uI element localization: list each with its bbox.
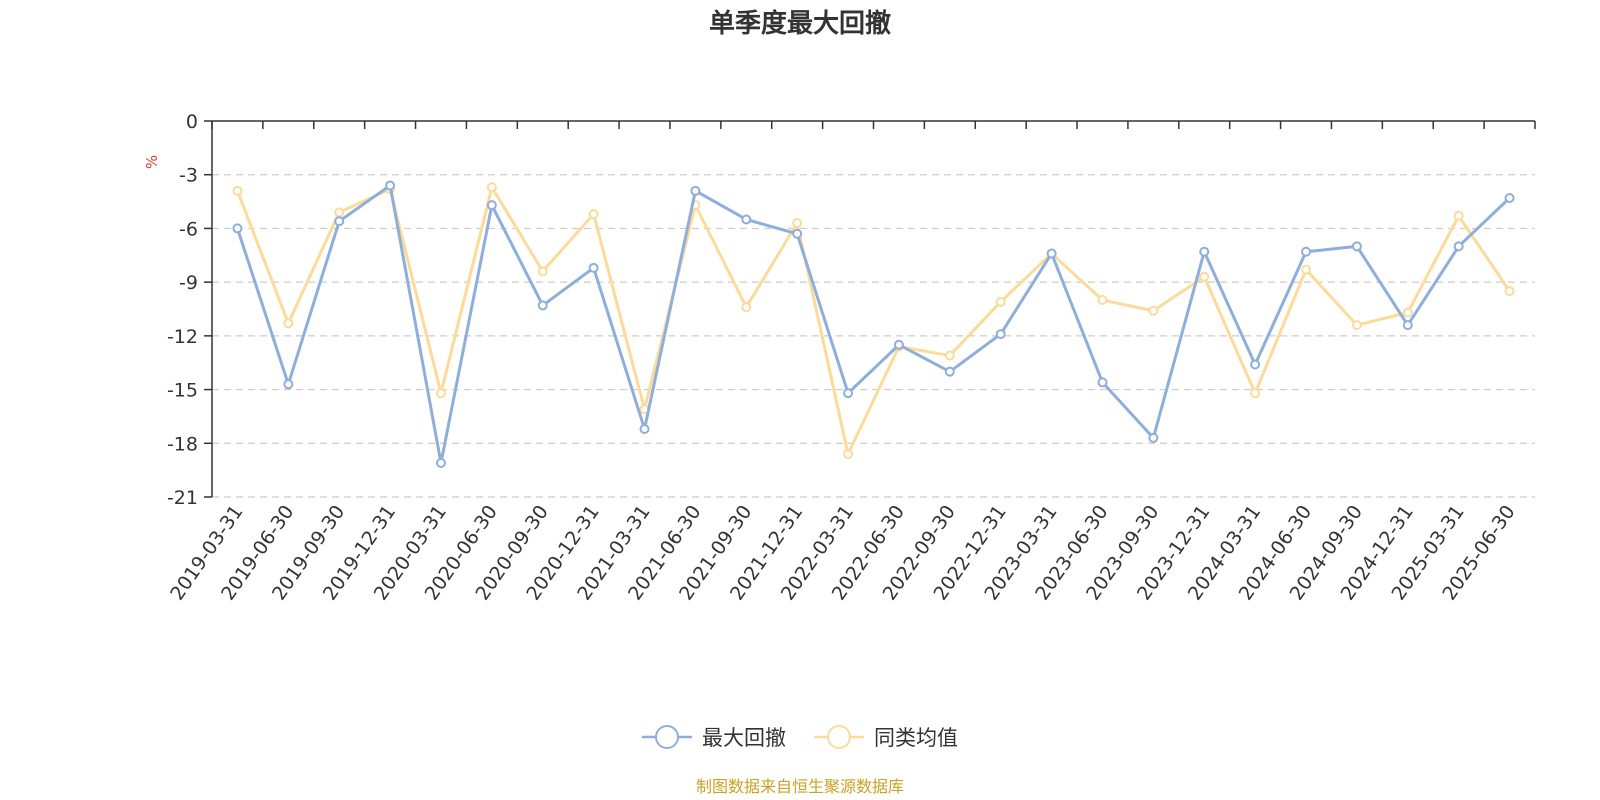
data-point[interactable] — [334, 216, 345, 227]
y-tick-label: -18 — [167, 433, 198, 455]
data-point[interactable] — [995, 329, 1006, 340]
data-point[interactable] — [1351, 241, 1362, 252]
data-point[interactable] — [1199, 246, 1210, 257]
data-point[interactable] — [537, 300, 548, 311]
legend[interactable]: 最大回撤 同类均值 — [642, 725, 958, 750]
data-point[interactable] — [1250, 359, 1261, 370]
data-point[interactable] — [843, 449, 854, 460]
legend-label: 最大回撤 — [702, 726, 786, 750]
data-point[interactable] — [1148, 432, 1159, 443]
y-tick-label: -15 — [167, 380, 198, 402]
gridlines — [212, 174, 1535, 498]
data-point[interactable] — [1199, 271, 1210, 282]
series-line — [236, 185, 1511, 456]
data-point[interactable] — [1402, 320, 1413, 331]
y-tick-label: -9 — [179, 272, 198, 294]
series-line — [236, 183, 1511, 465]
data-point[interactable] — [232, 185, 243, 196]
data-point[interactable] — [639, 423, 650, 434]
series-lines — [232, 180, 1515, 468]
data-point[interactable] — [435, 457, 446, 468]
y-tick-label: -21 — [167, 487, 198, 509]
data-point[interactable] — [486, 182, 497, 193]
data-point[interactable] — [843, 388, 854, 399]
data-point[interactable] — [385, 180, 396, 191]
data-point[interactable] — [334, 207, 345, 218]
y-tick-labels: 0 -3 -6 -9 -12 -15 -18 -21 — [167, 111, 198, 509]
x-tick-labels: 2019-03-312019-06-302019-09-302019-12-31… — [166, 501, 1519, 604]
data-point[interactable] — [435, 388, 446, 399]
data-point[interactable] — [1351, 320, 1362, 331]
chart-title: 单季度最大回撤 — [709, 8, 891, 39]
data-point[interactable] — [792, 218, 803, 229]
data-point[interactable] — [1097, 377, 1108, 388]
legend-circle-icon — [827, 725, 851, 749]
data-point[interactable] — [1148, 305, 1159, 316]
data-point[interactable] — [1097, 295, 1108, 306]
data-point[interactable] — [1046, 248, 1057, 259]
data-point[interactable] — [944, 350, 955, 361]
data-point[interactable] — [893, 339, 904, 350]
data-point[interactable] — [741, 214, 752, 225]
data-point[interactable] — [1453, 210, 1464, 221]
data-point[interactable] — [588, 262, 599, 273]
data-point[interactable] — [1504, 286, 1515, 297]
data-point[interactable] — [690, 185, 701, 196]
data-point[interactable] — [588, 209, 599, 220]
series-1 — [232, 180, 1515, 468]
y-tick-label: -3 — [179, 165, 198, 187]
data-point[interactable] — [1504, 192, 1515, 203]
data-point[interactable] — [1301, 264, 1312, 275]
legend-item-1[interactable]: 最大回撤 — [642, 725, 786, 750]
data-point[interactable] — [283, 318, 294, 329]
data-point[interactable] — [944, 366, 955, 377]
legend-item-2[interactable]: 同类均值 — [814, 725, 958, 750]
data-point[interactable] — [1250, 388, 1261, 399]
series-2 — [232, 182, 1515, 460]
data-point[interactable] — [537, 266, 548, 277]
data-source-note: 制图数据来自恒生聚源数据库 — [696, 777, 904, 796]
y-tick-label: 0 — [186, 111, 198, 133]
data-point[interactable] — [1402, 307, 1413, 318]
legend-label: 同类均值 — [874, 726, 958, 750]
y-axis-unit-label: % — [143, 155, 161, 169]
data-point[interactable] — [995, 296, 1006, 307]
y-tick-label: -6 — [179, 218, 198, 240]
data-point[interactable] — [1453, 241, 1464, 252]
data-point[interactable] — [232, 223, 243, 234]
axes — [204, 120, 1536, 498]
data-point[interactable] — [486, 200, 497, 211]
data-point[interactable] — [1301, 246, 1312, 257]
data-point[interactable] — [741, 302, 752, 313]
data-point[interactable] — [283, 379, 294, 390]
data-point[interactable] — [792, 228, 803, 239]
y-tick-label: -12 — [167, 326, 198, 348]
legend-circle-icon — [655, 725, 679, 749]
